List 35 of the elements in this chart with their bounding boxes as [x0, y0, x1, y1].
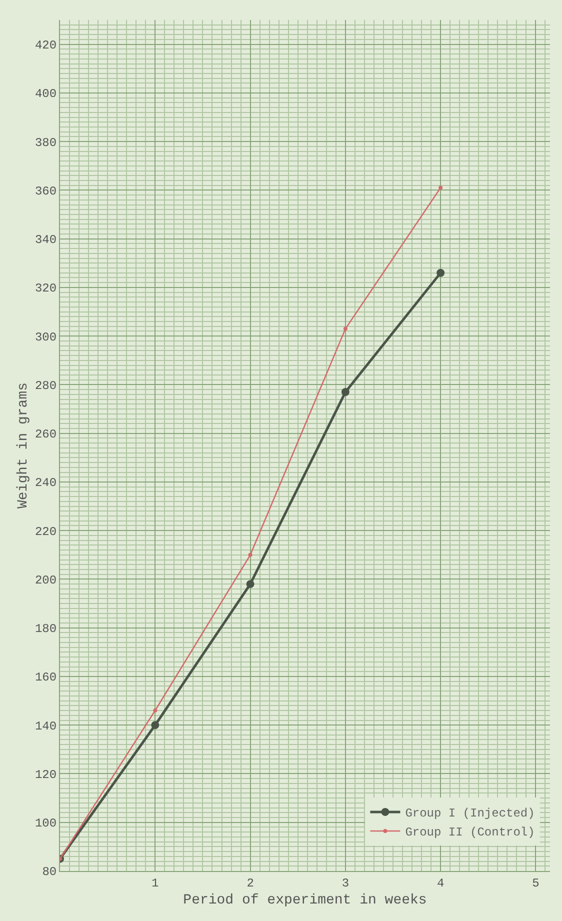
y-tick-label: 260	[34, 428, 57, 442]
x-tick-label: 4	[436, 876, 444, 890]
point	[343, 326, 348, 331]
y-tick-label: 400	[34, 87, 57, 102]
point	[341, 388, 350, 396]
y-tick-label: 300	[34, 330, 57, 344]
point	[248, 552, 252, 557]
point	[436, 268, 445, 277]
x-tick-label: 3	[342, 876, 350, 890]
legend-label: Group II (Control)	[405, 826, 535, 840]
y-tick-label: 240	[34, 476, 57, 490]
y-tick-label: 380	[34, 136, 57, 150]
point	[153, 708, 158, 713]
legend-label: Group I (Injected)	[405, 806, 535, 821]
y-tick-label: 280	[34, 378, 57, 393]
y-tick-label: 180	[34, 622, 57, 636]
y-tick-label: 360	[34, 184, 57, 198]
y-tick-label: 320	[34, 282, 57, 296]
y-tick-label: 100	[34, 816, 57, 831]
y-tick-label: 120	[34, 768, 57, 782]
point	[151, 721, 160, 730]
y-axis-title: Weight in grams	[16, 382, 32, 509]
x-tick-label: 5	[532, 876, 540, 890]
point	[438, 186, 443, 190]
y-tick-label: 200	[34, 573, 57, 588]
y-tick-label: 340	[34, 233, 57, 248]
y-tick-label: 220	[34, 524, 57, 539]
y-tick-label: 160	[34, 670, 57, 685]
point	[246, 580, 254, 588]
y-tick-label: 420	[34, 38, 57, 53]
x-axis-title: Period of experiment in weeks	[183, 892, 427, 909]
x-tick-label: 2	[246, 876, 254, 890]
y-tick-label: 80	[42, 865, 57, 880]
y-tick-label: 140	[34, 719, 57, 734]
x-tick-label: 1	[152, 876, 159, 890]
